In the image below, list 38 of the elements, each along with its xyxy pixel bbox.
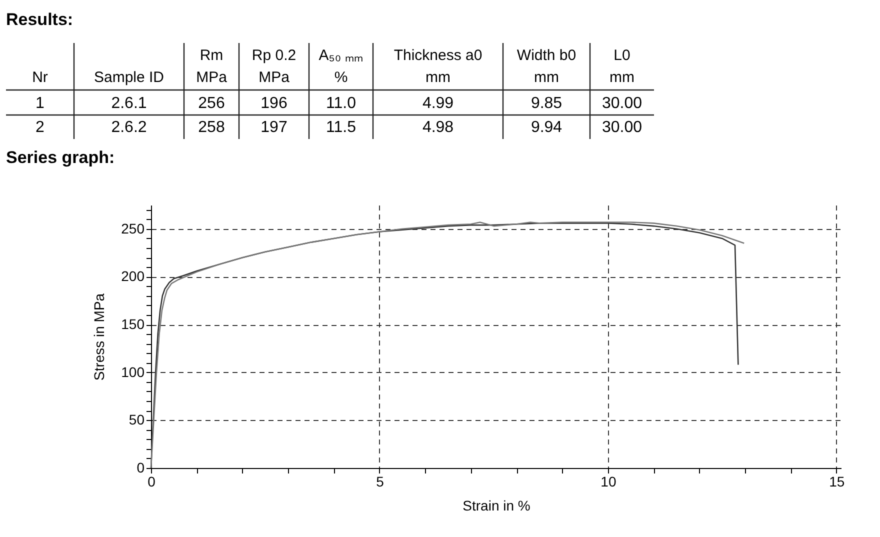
category-label: Rp 0.2 MPa <box>252 47 296 86</box>
text: 11.5 <box>326 119 356 136</box>
y-tick-label: 100 <box>121 364 145 380</box>
category-label: Nr <box>32 69 48 86</box>
y-tick-label: 0 <box>136 460 145 476</box>
text: 9.85 <box>530 95 562 112</box>
text: 2.6.2 <box>111 119 147 136</box>
text: 1 <box>36 95 45 112</box>
category-label: A₅₀ ₘₘ % <box>318 47 364 86</box>
y-tick-label: 200 <box>121 268 145 284</box>
y-tick-label: 250 <box>121 220 145 236</box>
text: 4.98 <box>422 119 454 136</box>
category-label: L0 mm <box>610 47 634 86</box>
text: 30.00 <box>602 119 642 136</box>
text: 196 <box>260 95 288 112</box>
y-tick-label: 150 <box>121 316 145 332</box>
x-tick-label: 15 <box>829 474 845 490</box>
x-tick-label: 5 <box>376 474 384 490</box>
text: 2 <box>36 119 45 136</box>
text: Results: <box>6 10 74 29</box>
text: 2.6.1 <box>111 95 147 112</box>
text: 256 <box>198 95 225 112</box>
y-tick-label: 50 <box>128 412 145 428</box>
text: 11.0 <box>326 95 356 112</box>
text: 258 <box>198 119 225 136</box>
x-tick-label: 0 <box>148 474 156 490</box>
category-label: Width b0 mm <box>516 47 576 86</box>
category-label: Thickness a0 mm <box>394 47 482 86</box>
y-axis-title: Stress in MPa <box>91 293 108 381</box>
text: 30.00 <box>602 95 642 112</box>
x-tick-label: 10 <box>600 474 616 490</box>
x-axis-title: Strain in % <box>462 498 530 514</box>
category-label: Rm MPa <box>196 47 228 86</box>
text: 197 <box>260 119 288 136</box>
text: 9.94 <box>530 119 562 136</box>
category-label: Sample ID <box>94 69 164 86</box>
chart-title: Series graph: <box>6 148 115 167</box>
text: 4.99 <box>422 95 454 112</box>
